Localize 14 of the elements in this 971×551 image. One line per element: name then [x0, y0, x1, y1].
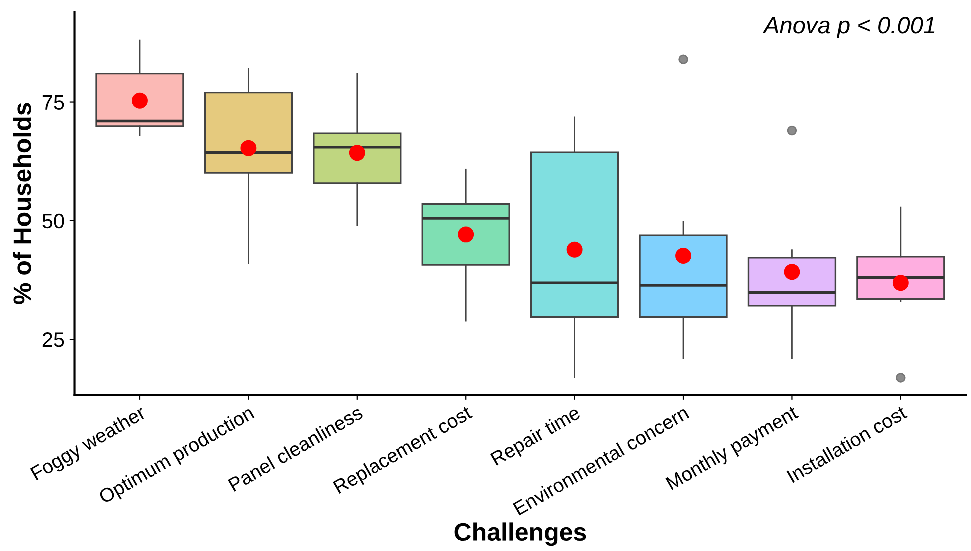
point — [458, 226, 474, 243]
x-axis-title: Challenges — [454, 522, 586, 546]
point — [892, 275, 909, 292]
y-tick-label: 75 — [42, 96, 64, 110]
y-tick-label: 25 — [42, 332, 64, 348]
annotation: Anova p < 0.001 — [762, 17, 935, 38]
y-tick-label: 50 — [42, 214, 64, 229]
point — [784, 264, 800, 280]
point — [240, 140, 257, 156]
y-axis-title: % of Households — [13, 103, 32, 304]
point — [132, 92, 148, 109]
point — [349, 145, 366, 162]
point — [676, 248, 692, 264]
point — [566, 242, 583, 258]
